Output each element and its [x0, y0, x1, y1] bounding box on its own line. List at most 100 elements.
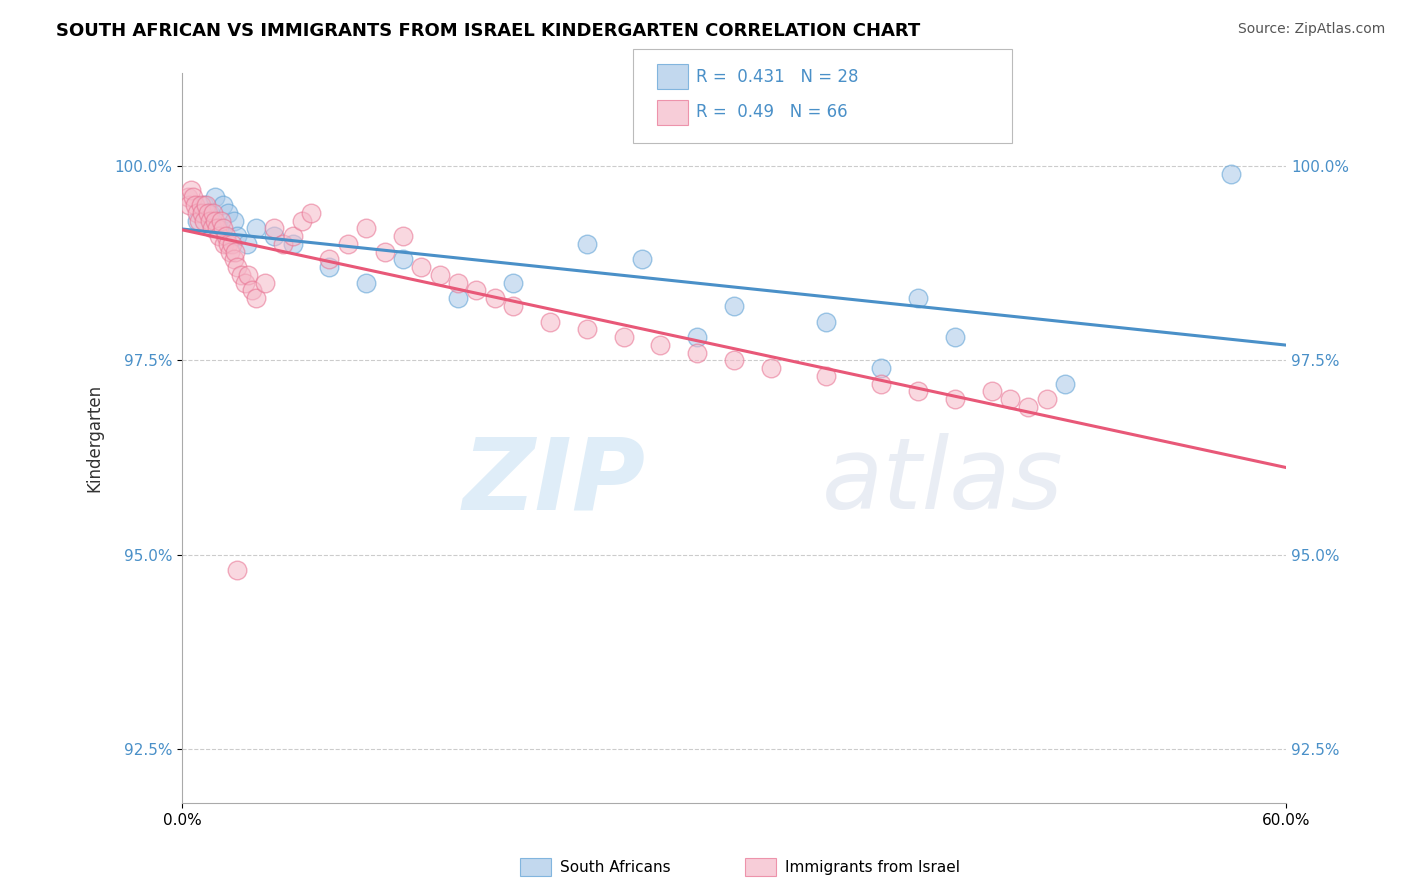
Point — [191, 206, 214, 220]
Point — [221, 236, 243, 251]
Point — [226, 563, 249, 577]
Point — [411, 260, 433, 275]
Point — [179, 198, 201, 212]
Point — [184, 198, 207, 212]
Point — [198, 213, 221, 227]
Point — [392, 252, 415, 267]
Point — [205, 221, 228, 235]
Point — [575, 236, 598, 251]
Point — [980, 384, 1002, 399]
Point — [233, 276, 256, 290]
Point — [759, 361, 782, 376]
Point — [538, 315, 561, 329]
Point — [235, 236, 257, 251]
Point — [723, 353, 745, 368]
Point — [229, 268, 252, 282]
Text: atlas: atlas — [823, 434, 1064, 531]
Point — [943, 392, 966, 407]
Point — [907, 384, 929, 399]
Point — [336, 236, 359, 251]
Point — [502, 276, 524, 290]
Text: South Africans: South Africans — [560, 860, 671, 874]
Point — [354, 221, 377, 235]
Point — [273, 236, 295, 251]
Point — [484, 291, 506, 305]
Point — [281, 236, 304, 251]
Point — [224, 244, 246, 259]
Point — [204, 213, 226, 227]
Point — [686, 345, 709, 359]
Point — [217, 206, 239, 220]
Y-axis label: Kindergarten: Kindergarten — [86, 384, 103, 492]
Point — [195, 198, 218, 212]
Point — [187, 213, 209, 227]
Text: SOUTH AFRICAN VS IMMIGRANTS FROM ISRAEL KINDERGARTEN CORRELATION CHART: SOUTH AFRICAN VS IMMIGRANTS FROM ISRAEL … — [56, 22, 921, 40]
Point — [870, 361, 893, 376]
Point — [502, 299, 524, 313]
Text: R =  0.431   N = 28: R = 0.431 N = 28 — [696, 68, 859, 86]
Point — [723, 299, 745, 313]
Point — [209, 213, 232, 227]
Point — [198, 206, 221, 220]
Point — [447, 276, 470, 290]
Point — [1017, 400, 1039, 414]
Point — [219, 244, 242, 259]
Point — [222, 252, 245, 267]
Point — [176, 190, 198, 204]
Text: Immigrants from Israel: Immigrants from Israel — [785, 860, 959, 874]
Text: R =  0.49   N = 66: R = 0.49 N = 66 — [696, 103, 848, 121]
Point — [354, 276, 377, 290]
Point — [197, 206, 219, 220]
Point — [1054, 376, 1077, 391]
Point — [263, 221, 285, 235]
Point — [575, 322, 598, 336]
Point — [429, 268, 451, 282]
Point — [263, 229, 285, 244]
Point — [211, 221, 233, 235]
Point — [392, 229, 415, 244]
Point — [245, 221, 267, 235]
Point — [1219, 167, 1241, 181]
Point — [465, 284, 488, 298]
Point — [299, 206, 322, 220]
Point — [181, 190, 204, 204]
Point — [815, 315, 838, 329]
Point — [281, 229, 304, 244]
Point — [193, 213, 215, 227]
Point — [226, 260, 249, 275]
Point — [222, 213, 245, 227]
Point — [907, 291, 929, 305]
Point — [318, 252, 340, 267]
Point — [998, 392, 1021, 407]
Point — [870, 376, 893, 391]
Point — [245, 291, 267, 305]
Point — [180, 182, 202, 196]
Point — [186, 213, 208, 227]
Point — [186, 206, 208, 220]
Point — [200, 221, 222, 235]
Point — [815, 368, 838, 383]
Point — [631, 252, 654, 267]
Point — [217, 236, 239, 251]
Point — [211, 198, 233, 212]
Point — [373, 244, 395, 259]
Point — [1036, 392, 1059, 407]
Point — [202, 206, 225, 220]
Text: ZIP: ZIP — [463, 434, 645, 531]
Point — [190, 198, 212, 212]
Point — [240, 284, 263, 298]
Point — [208, 229, 231, 244]
Point — [447, 291, 470, 305]
Point — [204, 190, 226, 204]
Point — [613, 330, 636, 344]
Point — [214, 236, 236, 251]
Point — [318, 260, 340, 275]
Point — [208, 221, 231, 235]
Text: Source: ZipAtlas.com: Source: ZipAtlas.com — [1237, 22, 1385, 37]
Point — [650, 338, 672, 352]
Point — [686, 330, 709, 344]
Point — [193, 198, 215, 212]
Point — [291, 213, 314, 227]
Point — [943, 330, 966, 344]
Point — [215, 229, 238, 244]
